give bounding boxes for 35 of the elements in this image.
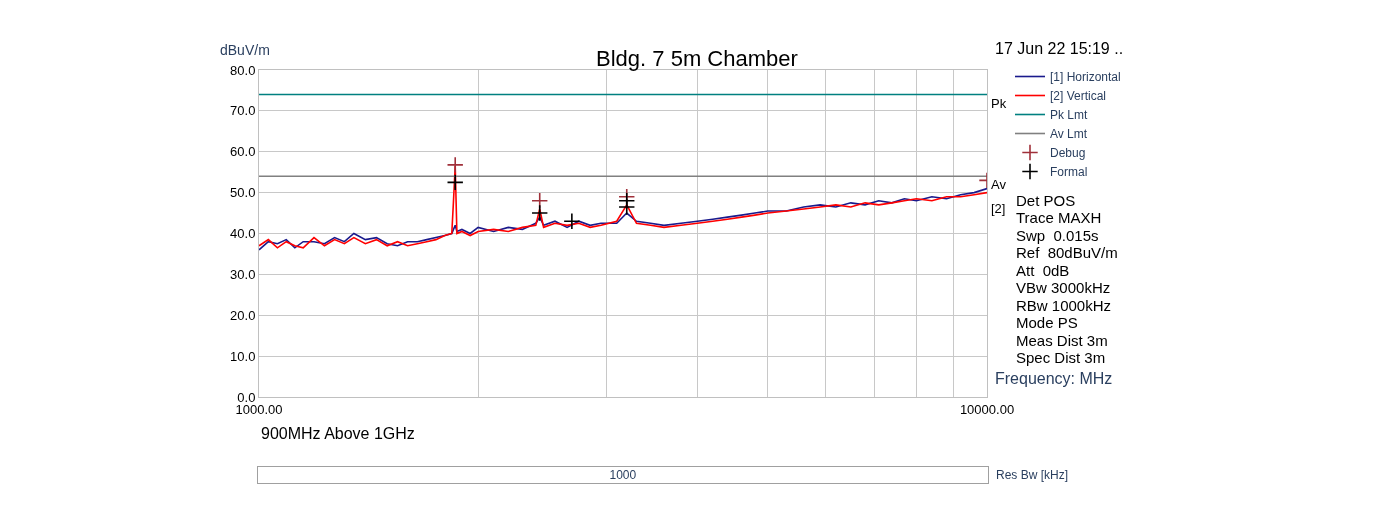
text: VBw 3000kHz xyxy=(1016,279,1111,296)
y-tick-label: 50.0 xyxy=(230,185,256,201)
legend-label: [1] Horizontal xyxy=(1050,70,1121,85)
legend-label: Formal xyxy=(1050,165,1088,180)
text: Spec Dist 3m xyxy=(1016,349,1106,366)
y-tick-label: 20.0 xyxy=(230,307,256,323)
text: RBw 1000kHz xyxy=(1016,297,1112,314)
text: Res Bw [kHz] xyxy=(996,468,1069,482)
text: Pk xyxy=(991,96,1007,111)
text: Det POS xyxy=(1016,192,1076,209)
text: Ref 80dBuV/m xyxy=(1016,244,1118,261)
x-axis-title: Frequency: MHz xyxy=(995,370,1113,387)
text: Swp 0.015s xyxy=(1016,227,1099,244)
text: 900MHz Above 1GHz xyxy=(261,425,415,442)
text: 17 Jun 22 15:19 .. xyxy=(995,40,1124,57)
y-tick-label: 10.0 xyxy=(230,348,256,364)
y-tick-label: 40.0 xyxy=(230,226,256,242)
legend-label: [2] Vertical xyxy=(1050,89,1107,104)
y-tick-label: 70.0 xyxy=(230,103,256,119)
y-axis-title: dBuV/m xyxy=(220,42,270,58)
legend-label: Pk Lmt xyxy=(1050,108,1089,123)
y-tick-label: 60.0 xyxy=(230,144,256,160)
text: Mode PS xyxy=(1016,314,1078,331)
text: [2] xyxy=(991,201,1006,216)
y-tick-label: 30.0 xyxy=(230,266,256,282)
text: Meas Dist 3m xyxy=(1016,332,1108,349)
text: Trace MAXH xyxy=(1016,209,1102,226)
legend-label: Debug xyxy=(1050,146,1086,161)
chart-title: Bldg. 7 5m Chamber xyxy=(596,45,798,71)
y-tick-label: 80.0 xyxy=(230,62,256,78)
text: Av xyxy=(991,177,1007,192)
text: 1000 xyxy=(609,468,637,482)
x-tick-label: 10000.00 xyxy=(959,401,1015,417)
text: Att 0dB xyxy=(1016,262,1070,279)
legend-label: Av Lmt xyxy=(1050,127,1088,142)
